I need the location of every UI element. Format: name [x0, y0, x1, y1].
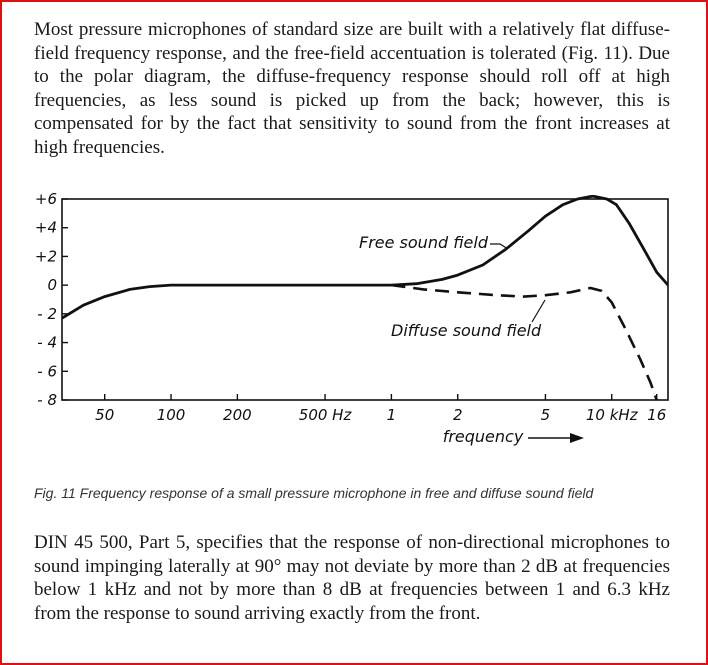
y-tick-label: - 4 [37, 334, 57, 352]
x-axis-label: frequency [443, 427, 524, 446]
diffuse-sound-field-label: Diffuse sound field [391, 321, 542, 340]
x-tick-label: 50 [95, 406, 114, 424]
diffuse-sound-field-leader [531, 299, 546, 323]
x-tick-label: 2 [453, 406, 463, 424]
frequency-response-chart: +6 +4 +2 0 - 2 - 4 - 6 - 8 50 100 200 500 Hz 1 2 5 10 k… [35, 190, 669, 446]
x-tick-label: 5 [541, 406, 551, 424]
x-tick-label: 200 [223, 406, 252, 424]
series-free-sound-field-line [62, 195, 668, 320]
y-tick-label: - 8 [37, 391, 57, 409]
x-tick-label: 100 [157, 406, 186, 424]
x-tick-label: 1 [387, 406, 397, 424]
figure-caption: Fig. 11 Frequency response of a small pr… [34, 485, 594, 501]
intro-paragraph: Most pressure microphones of standard si… [34, 19, 670, 158]
free-sound-field-label: Free sound field [359, 233, 489, 252]
x-axis-arrow-head [570, 433, 584, 443]
x-tick-label: 10 kHz [586, 406, 639, 424]
y-tick-label: - 2 [37, 305, 57, 323]
plot-frame [61, 198, 669, 401]
x-tick-label: 500 Hz [299, 406, 353, 424]
free-sound-field-leader [490, 243, 509, 250]
outro-paragraph: DIN 45 500, Part 5, specifies that the r… [34, 532, 670, 624]
x-tick-label: 16 [647, 406, 666, 424]
y-tick-label: +2 [35, 247, 57, 265]
series-diffuse-sound-field-line [391, 283, 658, 400]
y-tick-label: 0 [47, 276, 57, 294]
y-tick-label: +4 [35, 219, 57, 237]
y-tick-label: - 6 [37, 362, 57, 380]
y-tick-label: +6 [35, 190, 57, 208]
